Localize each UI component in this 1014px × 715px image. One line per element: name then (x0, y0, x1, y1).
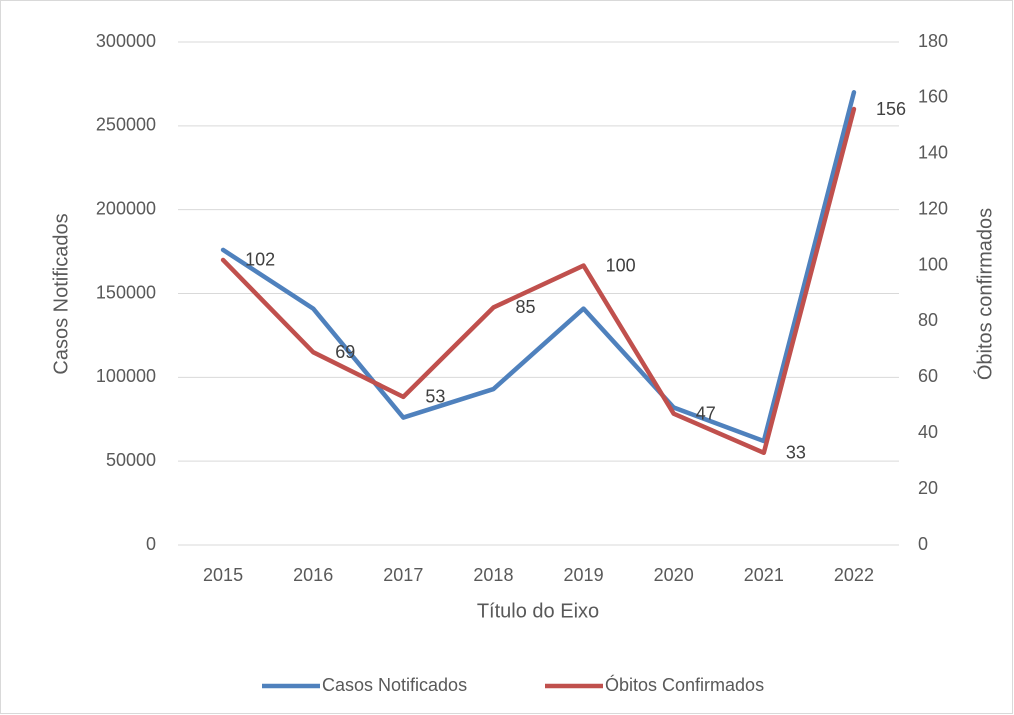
y2-tick-label: 160 (918, 87, 948, 107)
y2-tick-label: 180 (918, 31, 948, 51)
legend-label: Casos Notificados (322, 675, 467, 695)
data-label: 100 (606, 255, 636, 275)
y-axis-title: Casos Notificados (50, 213, 72, 374)
data-label: 85 (515, 297, 535, 317)
y2-tick-label: 80 (918, 310, 938, 330)
data-label: 156 (876, 99, 906, 119)
y-tick-label: 150000 (96, 282, 156, 302)
series-line (220, 90, 857, 444)
x-tick-label: 2016 (293, 565, 333, 585)
y-tick-label: 300000 (96, 31, 156, 51)
x-tick-label: 2022 (834, 565, 874, 585)
y2-axis-title: Óbitos confirmados (973, 208, 996, 380)
x-tick-label: 2017 (383, 565, 423, 585)
data-label: 33 (786, 443, 806, 463)
y2-tick-label: 60 (918, 366, 938, 386)
data-label: 53 (425, 387, 445, 407)
x-tick-label: 2020 (654, 565, 694, 585)
series-line (220, 106, 857, 456)
x-tick-label: 2019 (564, 565, 604, 585)
y2-tick-label: 20 (918, 478, 938, 498)
y2-tick-label: 120 (918, 198, 948, 218)
y2-tick-label: 40 (918, 422, 938, 442)
legend-label: Óbitos Confirmados (605, 674, 764, 695)
y2-tick-label: 100 (918, 254, 948, 274)
y-tick-label: 50000 (106, 450, 156, 470)
y-tick-label: 0 (146, 534, 156, 554)
y-tick-label: 200000 (96, 198, 156, 218)
data-label: 102 (245, 250, 275, 270)
x-tick-label: 2018 (473, 565, 513, 585)
y-tick-label: 250000 (96, 115, 156, 135)
x-axis-title: Título do Eixo (477, 600, 599, 622)
x-tick-label: 2021 (744, 565, 784, 585)
x-tick-label: 2015 (203, 565, 243, 585)
data-label: 47 (696, 403, 716, 423)
y2-tick-label: 0 (918, 534, 928, 554)
y-tick-label: 100000 (96, 366, 156, 386)
data-label: 69 (335, 342, 355, 362)
y2-tick-label: 140 (918, 143, 948, 163)
